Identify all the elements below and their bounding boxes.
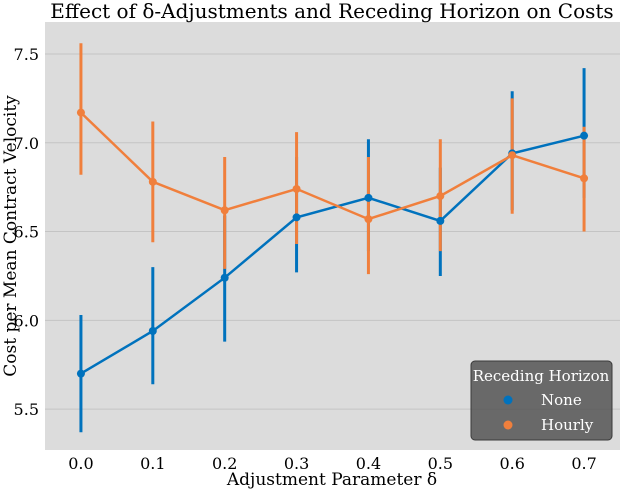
legend-label-hourly: Hourly	[541, 416, 594, 434]
point-hourly	[220, 206, 229, 215]
chart-title: Effect of δ-Adjustments and Receding Hor…	[50, 0, 613, 23]
point-hourly	[436, 192, 445, 201]
y-tick-label: 6.5	[14, 223, 39, 242]
x-tick-label: 0.6	[499, 454, 524, 473]
point-none	[436, 216, 445, 225]
y-axis-label: Cost per Mean Contract Velocity	[1, 95, 21, 377]
point-hourly	[508, 151, 517, 160]
series-line-hourly	[80, 111, 585, 221]
x-axis-ticks: 0.0 0.1 0.2 0.3 0.4 0.5 0.6 0.7	[68, 454, 597, 473]
legend-marker-hourly	[503, 420, 513, 430]
legend-box	[470, 360, 613, 441]
point-hourly	[148, 177, 157, 186]
point-none	[292, 213, 301, 222]
point-none	[148, 327, 157, 336]
x-tick-label: 0.3	[284, 454, 309, 473]
x-tick-label: 0.0	[68, 454, 93, 473]
x-tick-label: 0.1	[140, 454, 165, 473]
legend-marker-none	[503, 395, 513, 405]
x-tick-label: 0.4	[356, 454, 381, 473]
y-axis-ticks: 5.5 6.0 6.5 7.0 7.5	[14, 45, 39, 419]
y-tick-label: 7.5	[14, 45, 39, 64]
point-hourly	[76, 108, 85, 117]
legend-title: Receding Horizon	[473, 367, 610, 385]
point-none	[580, 131, 589, 140]
y-tick-label: 6.0	[14, 311, 39, 330]
legend-label-none: None	[541, 391, 582, 409]
y-tick-label: 5.5	[14, 400, 39, 419]
point-hourly	[580, 174, 589, 183]
series-line-none	[80, 134, 585, 375]
x-tick-label: 0.2	[212, 454, 237, 473]
point-hourly	[292, 184, 301, 193]
legend: Receding Horizon None Hourly	[470, 360, 613, 441]
point-none	[364, 193, 373, 202]
point-none	[220, 273, 229, 282]
point-none	[76, 369, 85, 378]
series-lines	[80, 111, 585, 375]
x-tick-label: 0.5	[428, 454, 453, 473]
y-tick-label: 7.0	[14, 134, 39, 153]
data-points	[76, 108, 589, 378]
x-axis-label: Adjustment Parameter δ	[226, 470, 437, 490]
x-tick-label: 0.7	[571, 454, 596, 473]
point-hourly	[364, 215, 373, 224]
